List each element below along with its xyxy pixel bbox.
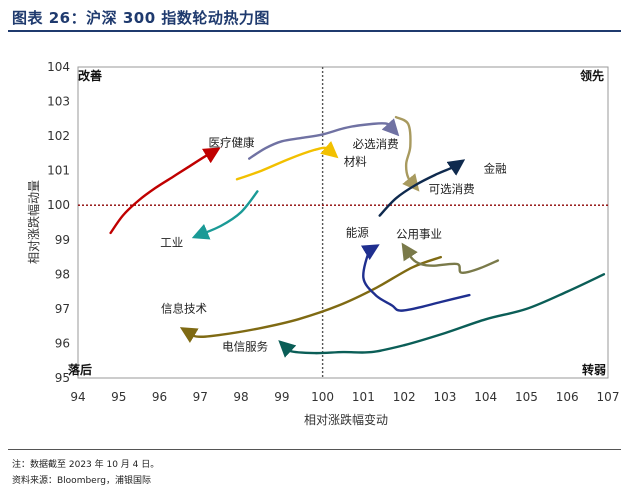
quadrant-label-bottom-right: 转弱 bbox=[582, 362, 606, 377]
series-line-7 bbox=[378, 159, 466, 217]
rotation-chart: 94 95 96 97 98 99 100 101 102 103 104 105 106 1079596… bbox=[26, 60, 620, 427]
series-label-8: 能源 bbox=[346, 225, 369, 239]
x-tick-label: 95 bbox=[111, 390, 126, 404]
series-line-9 bbox=[401, 242, 500, 274]
plot-area-frame bbox=[77, 66, 609, 379]
title-rule bbox=[8, 30, 621, 32]
series-label-5: 必选消费 bbox=[353, 137, 399, 151]
x-tick-label: 98 bbox=[233, 390, 248, 404]
x-tick-label: 99 bbox=[274, 390, 289, 404]
series-line-3 bbox=[278, 273, 606, 358]
series-line-4 bbox=[235, 140, 339, 181]
footnote-source: 资料来源：Bloomberg，浦银国际 bbox=[12, 476, 151, 486]
series-line-1 bbox=[191, 190, 259, 240]
x-axis-title: 相对涨跌幅变动 bbox=[304, 412, 388, 427]
quadrant-label-top-right: 领先 bbox=[580, 68, 604, 83]
series-label-9: 公用事业 bbox=[396, 227, 442, 241]
footnote-note: 注：数据截至 2023 年 10 月 4 日。 bbox=[12, 460, 160, 470]
y-tick-label: 96 bbox=[55, 336, 70, 350]
quadrant-label-bottom-left: 落后 bbox=[68, 362, 92, 377]
y-tick-label: 104 bbox=[47, 60, 70, 74]
y-tick-label: 103 bbox=[47, 95, 70, 109]
x-tick-label: 107 bbox=[597, 390, 620, 404]
series-label-7: 金融 bbox=[484, 161, 507, 175]
x-tick-label: 105 bbox=[515, 390, 538, 404]
series-line-5 bbox=[248, 118, 400, 160]
y-tick-label: 98 bbox=[55, 267, 70, 281]
y-tick-label: 99 bbox=[55, 233, 70, 247]
y-tick-label: 95 bbox=[55, 371, 70, 385]
series-line-2 bbox=[179, 255, 442, 343]
quadrant-label-top-left: 改善 bbox=[78, 68, 102, 83]
y-tick-label: 97 bbox=[55, 302, 70, 316]
x-tick-label: 100 bbox=[311, 390, 334, 404]
series-label-0: 医疗健康 bbox=[208, 135, 254, 149]
figure-title: 图表 26：沪深 300 指数轮动热力图 bbox=[12, 9, 270, 27]
y-axis-title: 相对涨跌幅动量 bbox=[26, 180, 41, 264]
x-tick-label: 103 bbox=[433, 390, 456, 404]
series-line-8 bbox=[360, 244, 471, 312]
series-label-2: 信息技术 bbox=[161, 301, 207, 315]
series-label-6: 可选消费 bbox=[429, 182, 475, 196]
footer-rule bbox=[8, 449, 621, 450]
x-tick-label: 101 bbox=[352, 390, 375, 404]
x-tick-label: 102 bbox=[393, 390, 416, 404]
y-tick-label: 102 bbox=[47, 129, 70, 143]
y-tick-label: 101 bbox=[47, 164, 70, 178]
x-tick-label: 94 bbox=[70, 390, 85, 404]
y-tick-label: 100 bbox=[47, 198, 70, 212]
series-label-4: 材料 bbox=[344, 154, 367, 168]
series-label-1: 工业 bbox=[160, 236, 183, 250]
series-label-3: 电信服务 bbox=[222, 339, 268, 353]
x-tick-label: 106 bbox=[556, 390, 579, 404]
x-tick-label: 104 bbox=[474, 390, 497, 404]
series-line-0 bbox=[109, 147, 221, 235]
x-tick-label: 96 bbox=[152, 390, 167, 404]
x-tick-label: 97 bbox=[193, 390, 208, 404]
series-line-6 bbox=[394, 115, 420, 192]
